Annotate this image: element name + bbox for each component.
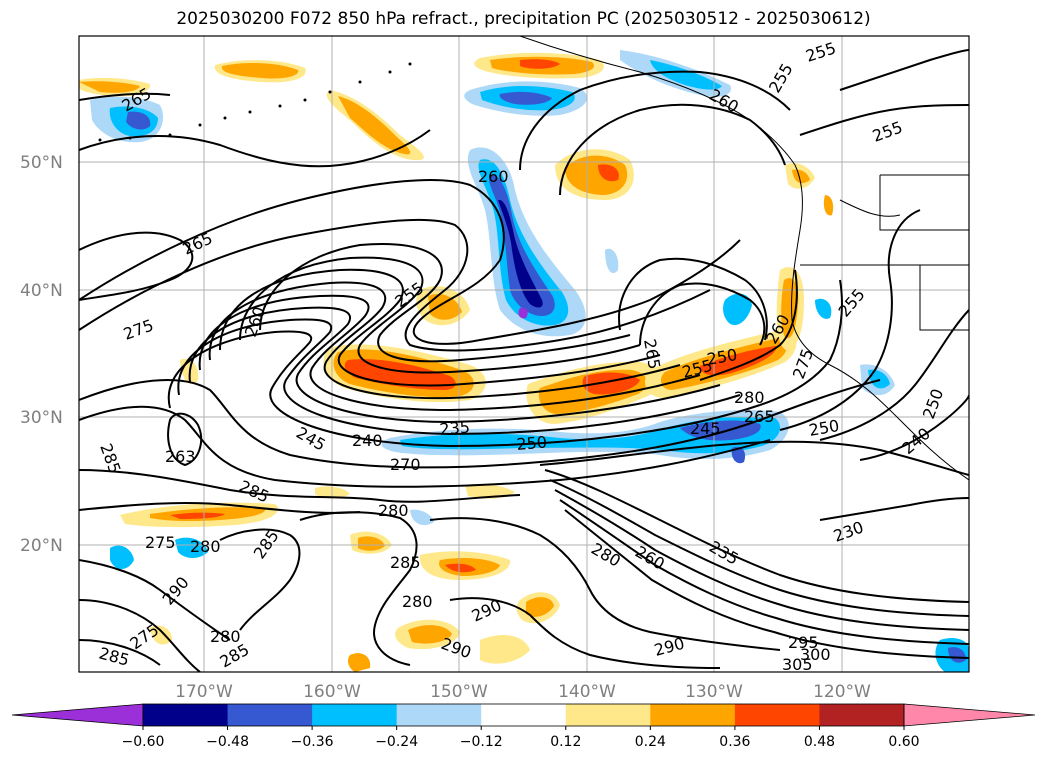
- lon-label: 130°W: [685, 682, 743, 702]
- contour-label: 275: [145, 533, 176, 552]
- colorbar-segment: [819, 704, 905, 726]
- contour-label: 300: [800, 645, 831, 664]
- contour-label: 305: [782, 655, 813, 674]
- lon-label: 170°W: [175, 682, 233, 702]
- contour-label: 263: [165, 447, 196, 466]
- longitude-labels: 170°W 160°W 150°W 140°W 130°W 120°W: [175, 682, 871, 702]
- lon-label: 120°W: [813, 682, 871, 702]
- map-title: 2025030200 F072 850 hPa refract., precip…: [176, 9, 871, 29]
- colorbar-tick-label: 0.36: [719, 734, 750, 750]
- contour-label: 280: [402, 592, 433, 611]
- colorbar-segment: [565, 704, 651, 726]
- lon-label: 160°W: [303, 682, 361, 702]
- colorbar-tick-label: 0.48: [804, 734, 835, 750]
- colorbar-segment: [650, 704, 736, 726]
- contour-label: 260: [478, 167, 509, 186]
- colorbar: −0.60 −0.48 −0.36 −0.24 −0.12 0.12 0.24 0.36 0.4…: [11, 703, 1036, 750]
- colorbar-tick-label: 0.60: [888, 734, 919, 750]
- contour-label: 295: [788, 633, 819, 652]
- contour-label: 250: [516, 432, 548, 454]
- colorbar-tick-label: 0.12: [550, 734, 581, 750]
- precipitation-shading: [79, 50, 969, 672]
- contour-label: 265: [744, 407, 775, 426]
- contour-label: 280: [190, 537, 221, 556]
- lon-label: 150°W: [430, 682, 488, 702]
- contour-label: 240: [352, 431, 383, 450]
- lon-label: 140°W: [558, 682, 616, 702]
- lat-label: 20°N: [20, 536, 63, 556]
- lat-label: 50°N: [20, 153, 63, 173]
- colorbar-tick-label: −0.24: [375, 734, 418, 750]
- colorbar-tick-label: −0.12: [460, 734, 503, 750]
- colorbar-tick-label: −0.48: [206, 734, 249, 750]
- colorbar-segment: [312, 704, 398, 726]
- colorbar-segment: [481, 704, 567, 726]
- contour-label: 235: [439, 417, 471, 439]
- colorbar-border: [142, 703, 905, 727]
- contour-label: 280: [378, 501, 409, 520]
- colorbar-segment: [227, 704, 313, 726]
- colorbar-extend-high: [903, 703, 1036, 727]
- refractivity-contours: [79, 49, 969, 672]
- lat-label: 30°N: [20, 408, 63, 428]
- contour-label: 280: [210, 627, 241, 646]
- contour-label: 270: [390, 455, 421, 474]
- colorbar-segment: [396, 704, 482, 726]
- contour-label: 280: [734, 388, 765, 407]
- contour-label: 245: [690, 419, 721, 438]
- coastlines: [519, 36, 969, 481]
- colorbar-extend-low: [11, 703, 144, 727]
- map-border: [78, 35, 970, 673]
- gridlines: [79, 36, 969, 672]
- colorbar-segment: [143, 704, 229, 726]
- latitude-labels: 50°N 40°N 30°N 20°N: [20, 153, 63, 556]
- colorbar-tick-label: −0.36: [291, 734, 334, 750]
- contour-label: 285: [390, 553, 421, 572]
- colorbar-segment: [734, 704, 820, 726]
- colorbar-tick-label: −0.60: [122, 734, 165, 750]
- lat-label: 40°N: [20, 281, 63, 301]
- colorbar-tick-label: 0.24: [635, 734, 666, 750]
